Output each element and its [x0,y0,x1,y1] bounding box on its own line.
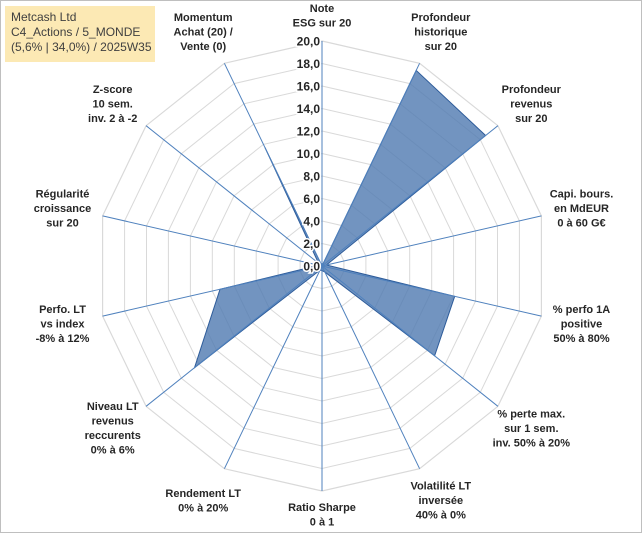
axis-spoke-12 [102,215,323,267]
axis-label-10: Niveau LT revenus reccurents 0% à 6% [85,401,141,457]
axis-spoke-4 [321,215,542,267]
radial-tick-label-3: 6,0 [303,192,320,206]
axis-spoke-3 [321,125,499,267]
axis-label-11: Perfo. LT vs index -8% à 12% [36,304,90,345]
axis-label-6: % perte max. sur 1 sem. inv. 50% à 20% [493,408,571,449]
portfolio-label: C4_Actions / 5_MONDE [11,25,141,39]
axis-label-14: Momentum Achat (20) / Vente (0) [174,12,233,53]
radial-tick-label-1: 2,0 [303,237,320,251]
radial-tick-label-0: 0,0 [303,260,320,274]
data-layer [193,69,487,370]
radial-tick-label-9: 18,0 [297,57,321,71]
company-name: Metcash Ltd [11,10,77,24]
axis-spoke-13 [145,125,323,267]
radial-tick-label-7: 14,0 [297,102,321,116]
radial-tick-label-5: 10,0 [297,147,321,161]
axis-spoke-11 [102,265,323,317]
radial-tick-label-8: 16,0 [297,80,321,94]
axis-label-13: Z-score 10 sem. inv. 2 à -2 [88,84,137,125]
axis-spoke-10 [145,265,323,407]
axis-spoke-2 [321,63,421,267]
axis-label-3: Profondeur revenus sur 20 [502,84,562,125]
spoke-layer [102,41,542,491]
chart-title-box: Metcash Ltd C4_Actions / 5_MONDE (5,6% |… [5,6,155,62]
axis-spoke-9 [223,265,323,469]
data-series-area [193,69,487,370]
tick-layer: 0,0 2,0 4,0 6,0 8,0 10,0 12,0 14,0 16,0 18,0 20,0 [295,33,322,275]
axis-spoke-14 [223,63,323,267]
axis-label-7: Volatilité LT inversée 40% à 0% [410,481,471,522]
label-layer: Note ESG sur 20 Profondeur historique sur 20… [34,3,614,529]
axis-label-1: Note ESG sur 20 [293,3,352,30]
axis-spoke-7 [321,265,421,469]
axis-spoke-5 [321,265,542,317]
axis-label-4: Capi. bours. en MdEUR 0 à 60 G€ [550,188,614,229]
score-label: (5,6% | 34,0%) / 2025W35 [11,40,152,54]
radial-tick-label-6: 12,0 [297,125,321,139]
axis-label-9: Rendement LT 0% à 20% [165,488,241,515]
axis-spoke-6 [321,265,499,407]
axis-label-12: Régularité croissance sur 20 [34,188,91,229]
axis-label-5: % perfo 1A positive 50% à 80% [553,304,611,345]
axis-label-8: Ratio Sharpe 0 à 1 [288,502,356,529]
axis-label-2: Profondeur historique sur 20 [411,12,471,53]
radial-tick-label-2: 4,0 [303,215,320,229]
radial-tick-label-4: 8,0 [303,170,320,184]
radial-tick-label-10: 20,0 [297,35,321,49]
